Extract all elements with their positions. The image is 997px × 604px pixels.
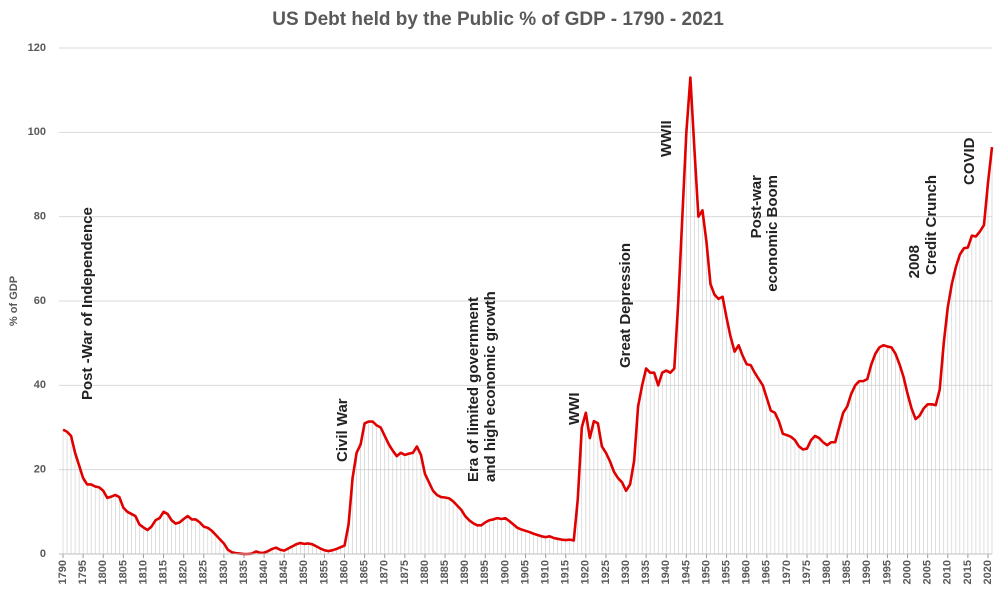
y-tick-label: 120 [28,42,46,54]
x-tick-label: 1955 [720,560,732,584]
x-tick-label: 2005 [922,560,934,584]
annotation: and high economic growth [482,291,499,482]
y-tick-label: 0 [40,548,46,560]
x-tick-label: 1845 [278,560,290,584]
x-tick-label: 1895 [479,560,491,584]
x-tick-label: 1950 [700,560,712,584]
x-tick-label: 1890 [459,560,471,584]
annotation: Civil War [334,398,351,462]
x-tick-label: 1980 [821,560,833,584]
x-tick-label: 1910 [540,560,552,584]
annotation: Post-war [748,175,765,239]
x-tick-label: 1995 [881,560,893,584]
x-tick-label: 1985 [841,560,853,584]
x-tick-label: 1870 [379,560,391,584]
x-tick-label: 1905 [519,560,531,584]
x-tick-label: 1975 [801,560,813,584]
x-tick-label: 2015 [962,560,974,584]
x-tick-label: 1825 [198,560,210,584]
y-tick-label: 40 [34,379,46,391]
annotation: Era of limited government [465,297,482,482]
x-tick-label: 1865 [359,560,371,584]
x-tick-label: 1875 [399,560,411,584]
x-tick-label: 1990 [861,560,873,584]
x-tick-label: 1970 [781,560,793,584]
x-tick-label: 2000 [901,560,913,584]
x-tick-label: 1965 [761,560,773,584]
y-tick-label: 100 [28,126,46,138]
x-tick-label: 1940 [660,560,672,584]
x-tick-label: 1820 [178,560,190,584]
x-tick-label: 1790 [57,560,69,584]
y-axis-label: % of GDP [8,276,20,326]
x-tick-label: 1805 [117,560,129,584]
y-tick-label: 60 [34,295,46,307]
annotation: 2008 [906,245,923,278]
x-tick-label: 1900 [499,560,511,584]
x-tick-label: 1935 [640,560,652,584]
x-tick-label: 1840 [258,560,270,584]
x-tick-label: 1960 [741,560,753,584]
data-line [62,76,994,556]
annotation: WWI [566,393,583,425]
x-tick-label: 1945 [680,560,692,584]
y-tick-label: 80 [34,211,46,223]
x-tick-label: 1810 [137,560,149,584]
x-tick-label: 2020 [982,560,994,584]
chart-title: US Debt held by the Public % of GDP - 17… [272,9,724,30]
x-tick-label: 1880 [419,560,431,584]
x-tick-label: 1930 [620,560,632,584]
x-tick-label: 1795 [77,560,89,584]
y-tick-label: 20 [34,464,46,476]
x-tick-label: 1850 [298,560,310,584]
annotation: economic Boom [764,175,781,292]
annotation: Great Depression [617,243,634,368]
x-tick-label: 1860 [338,560,350,584]
annotation: COVID [961,137,978,185]
x-tick-label: 1800 [97,560,109,584]
x-tick-label: 1915 [560,560,572,584]
annotation: Post -War of Independence [79,207,96,400]
x-tick-label: 1925 [600,560,612,584]
annotation: WWII [658,120,675,157]
x-tick-label: 1920 [580,560,592,584]
x-tick-label: 1830 [218,560,230,584]
x-tick-label: 1835 [238,560,250,584]
x-tick-label: 1855 [318,560,330,584]
x-tick-label: 1885 [439,560,451,584]
x-tick-label: 2010 [942,560,954,584]
x-tick-label: 1815 [157,560,169,584]
annotation: Credit Crunch [923,175,940,275]
